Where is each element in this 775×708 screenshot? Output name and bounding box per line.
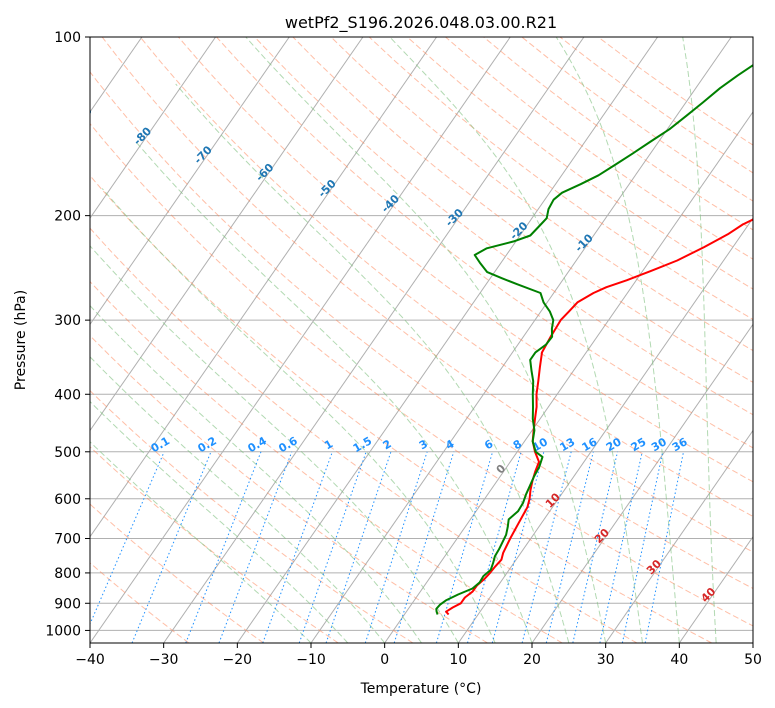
dry-adiabat [90, 334, 488, 643]
dry-adiabat [254, 37, 753, 416]
y-axis-ticks: 100 200 300 400 500 600 700 800 900 1000 [45, 30, 90, 639]
mixing-ratio-line [90, 451, 165, 626]
mixing-ratio-line [621, 451, 664, 643]
x-tick-label: 30 [597, 652, 615, 668]
mixing-ratio-line [572, 451, 619, 643]
moist-adiabat [682, 37, 717, 643]
mixing-ratio-line [364, 451, 428, 643]
y-tick-label: 300 [54, 313, 81, 329]
mixing-ratio-line [467, 451, 522, 643]
moist-adiabat [555, 37, 680, 643]
isotherm-line [90, 37, 290, 326]
chart-title: wetPf2_S196.2026.048.03.00.R21 [285, 13, 557, 33]
y-tick-label: 100 [54, 30, 81, 46]
dry-adiabat [90, 227, 638, 643]
y-tick-label: 900 [54, 596, 81, 612]
dry-adiabat [178, 37, 753, 483]
dewpoint-line [435, 64, 753, 615]
isotherm-line [457, 217, 753, 643]
x-tick-label: −10 [296, 652, 326, 668]
moist-adiabat [90, 356, 386, 643]
y-tick-label: 500 [54, 445, 81, 461]
x-tick-label: 50 [744, 652, 762, 668]
x-tick-label: −20 [223, 652, 253, 668]
dry-adiabat [368, 37, 753, 321]
y-tick-label: 600 [54, 492, 81, 508]
isotherm-line [90, 37, 511, 643]
moist-adiabat [389, 37, 643, 643]
moist-adiabat [245, 37, 607, 643]
x-tick-label: 20 [523, 652, 541, 668]
dry-adiabat [292, 37, 753, 383]
dry-adiabat [90, 562, 190, 643]
mixing-ratio-line [644, 451, 685, 643]
mixing-ratio-line [521, 451, 572, 643]
moist-adiabat [90, 245, 459, 643]
isotherm-line [531, 323, 753, 643]
dry-adiabat [90, 71, 753, 590]
mixing-ratio-line [545, 451, 594, 643]
y-tick-label: 800 [54, 566, 81, 582]
mixing-ratio-line [393, 451, 455, 643]
y-tick-label: 400 [54, 387, 81, 403]
mixing-ratio-line [599, 451, 643, 643]
x-tick-label: −30 [149, 652, 179, 668]
y-tick-label: 1000 [45, 623, 81, 639]
moist-adiabat [90, 305, 422, 643]
temperature-line [445, 218, 753, 616]
moist-adiabat [90, 400, 349, 643]
plot-frame [89, 36, 754, 644]
isotherm-line [90, 37, 438, 538]
y-tick-label: 700 [54, 532, 81, 548]
isotherm-line [90, 37, 364, 432]
moist-adiabat [90, 441, 312, 643]
dry-adiabat [90, 122, 753, 627]
x-tick-label: −40 [75, 652, 105, 668]
dry-adiabat [330, 37, 753, 352]
dry-adiabat [101, 37, 753, 553]
dry-adiabat [139, 37, 753, 518]
isotherm-line [384, 111, 753, 643]
isotherm-line [678, 535, 753, 643]
y-tick-label: 200 [54, 209, 81, 225]
mixing-ratio-line [325, 451, 392, 643]
isotherm-line [236, 37, 659, 643]
x-axis-ticks: −40 −30 −20 −10 0 10 20 30 40 50 [75, 643, 762, 668]
isotherm-line [90, 37, 217, 219]
x-axis-label: Temperature (°C) [360, 681, 482, 697]
x-tick-label: 40 [670, 652, 688, 668]
x-tick-label: 0 [380, 652, 389, 668]
isotherm-line [163, 37, 585, 643]
mixing-ratio-line [298, 451, 367, 643]
y-axis-label: Pressure (hPa) [13, 290, 29, 390]
x-tick-label: 10 [449, 652, 467, 668]
moist-adiabat [175, 83, 570, 643]
mixing-ratio-line [131, 451, 212, 643]
moist-adiabat [101, 188, 496, 643]
isotherm-line [605, 429, 753, 643]
mixing-ratio-line [491, 451, 545, 643]
profile-series [435, 64, 753, 616]
